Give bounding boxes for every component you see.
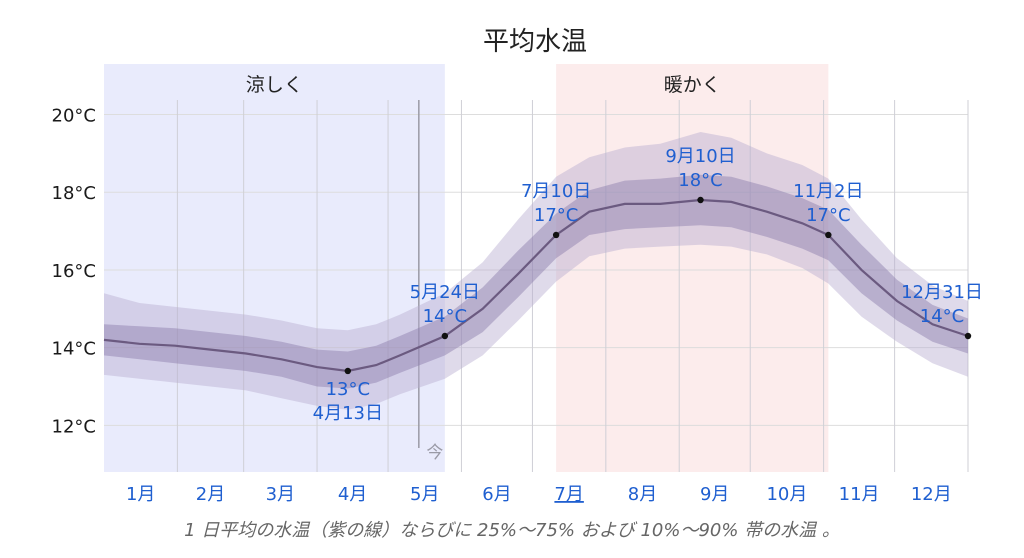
month-label: 8月	[628, 484, 657, 505]
month-label: 6月	[482, 484, 511, 505]
month-label: 5月	[410, 484, 439, 505]
annotation-temp-label: 18°C	[678, 170, 722, 191]
season-bands: 涼しく 暖かく	[104, 64, 829, 472]
mean-line-layer	[103, 198, 969, 373]
annotation-point	[552, 231, 560, 239]
month-label: 7月	[554, 484, 583, 505]
annotation-temp-label: 13°C	[326, 379, 370, 400]
today-label: 今	[426, 443, 443, 463]
annotation-labels: 13°C 4月13日 5月24日 14°C 7月10日 17°C 9月10日 18°C 11月2…	[313, 146, 983, 424]
y-tick-label: 16°C	[52, 261, 96, 282]
season-label-1: 暖かく	[664, 74, 721, 96]
month-label: 2月	[196, 484, 225, 505]
axes: 12°C14°C16°C18°C20°C1月 2月 3月 4月 5月 6月 7月 8月 9月 10…	[52, 106, 952, 505]
grid-lines: 今	[104, 100, 969, 472]
annotation-point	[441, 332, 449, 340]
month-label: 9月	[700, 484, 729, 505]
y-tick-label: 12°C	[52, 416, 96, 437]
month-label: 11月	[839, 484, 880, 505]
annotation-point	[344, 367, 352, 375]
month-label: 4月	[338, 484, 367, 505]
chart-caption: 1 日平均の水温（紫の線）ならびに 25%〜75% および 10%〜90% 帯の…	[184, 520, 840, 541]
month-label: 10月	[766, 484, 807, 505]
annotation-point	[964, 332, 972, 340]
annotation-temp-label: 17°C	[534, 205, 578, 226]
annotation-date-label: 12月31日	[901, 282, 983, 303]
annotation-point	[697, 196, 704, 204]
annotation-date-label: 9月10日	[665, 146, 735, 167]
month-label: 3月	[266, 484, 295, 505]
annotation-date-label: 11月2日	[793, 181, 863, 202]
band-10-90	[104, 132, 968, 410]
band-25-75	[104, 174, 968, 389]
season-label-0: 涼しく	[246, 74, 303, 96]
annotation-points	[344, 196, 972, 375]
y-tick-label: 20°C	[52, 106, 96, 127]
month-label: 1月	[126, 484, 155, 505]
mean-temperature-line	[103, 198, 969, 373]
chart-title: 平均水温	[483, 27, 587, 57]
annotation-temp-label: 17°C	[806, 205, 850, 226]
annotation-date-label: 4月13日	[313, 403, 383, 424]
y-tick-label: 18°C	[52, 183, 96, 204]
annotation-temp-label: 14°C	[423, 306, 467, 327]
annotation-date-label: 7月10日	[521, 181, 591, 202]
month-label: 12月	[911, 484, 952, 505]
season-band-1	[556, 64, 829, 472]
percentile-bands	[104, 132, 968, 410]
annotation-date-label: 5月24日	[410, 282, 480, 303]
annotation-temp-label: 14°C	[920, 306, 964, 327]
y-tick-label: 14°C	[52, 339, 96, 360]
annotation-point	[825, 231, 832, 239]
season-band-0	[104, 64, 445, 472]
